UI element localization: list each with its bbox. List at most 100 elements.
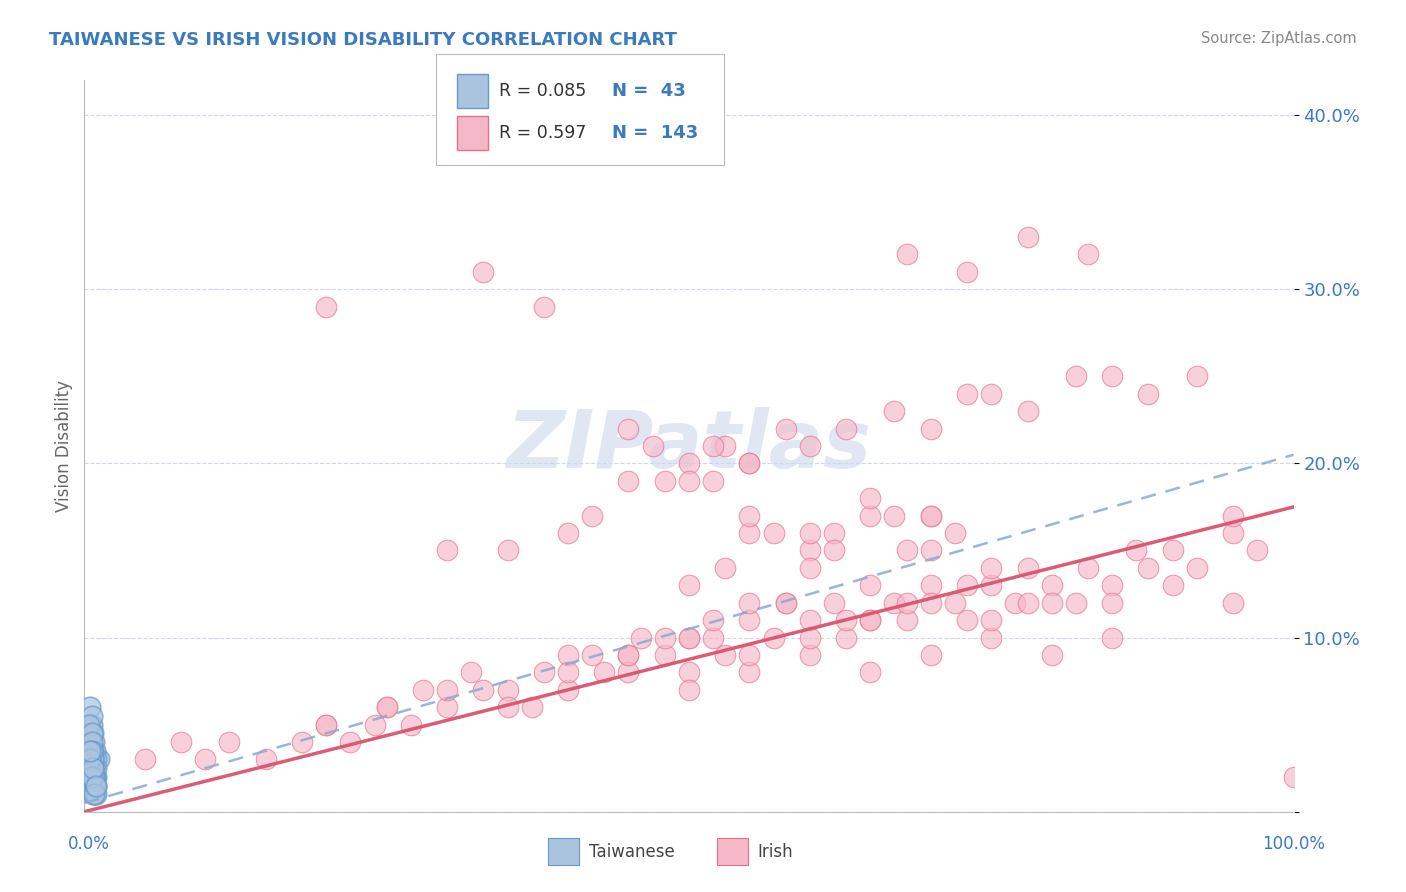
Point xyxy=(859,491,882,506)
Point xyxy=(1125,543,1147,558)
Point xyxy=(738,457,761,471)
Point xyxy=(980,631,1002,645)
Point xyxy=(79,735,101,749)
Point xyxy=(714,648,737,662)
Point xyxy=(920,578,942,592)
Point xyxy=(399,717,422,731)
Point xyxy=(84,744,107,758)
Point xyxy=(1064,369,1087,384)
Point xyxy=(823,526,845,541)
Text: R = 0.085: R = 0.085 xyxy=(499,82,586,100)
Point xyxy=(557,526,579,541)
Point xyxy=(82,761,104,775)
Point xyxy=(654,474,676,488)
Point xyxy=(79,744,101,758)
Y-axis label: Vision Disability: Vision Disability xyxy=(55,380,73,512)
Point xyxy=(678,457,700,471)
Point xyxy=(1222,508,1244,523)
Point xyxy=(678,474,700,488)
Text: N =  43: N = 43 xyxy=(612,82,685,100)
Point xyxy=(218,735,240,749)
Point xyxy=(714,561,737,575)
Point xyxy=(980,386,1002,401)
Point xyxy=(83,770,105,784)
Point xyxy=(943,596,966,610)
Point xyxy=(799,613,821,627)
Point xyxy=(80,709,103,723)
Point xyxy=(799,526,821,541)
Point xyxy=(1077,561,1099,575)
Point xyxy=(460,665,482,680)
Point xyxy=(1077,247,1099,261)
Point xyxy=(520,700,543,714)
Text: 0.0%: 0.0% xyxy=(67,835,110,853)
Point xyxy=(82,744,104,758)
Point xyxy=(79,779,101,793)
Point xyxy=(1185,369,1208,384)
Point xyxy=(86,770,108,784)
Point xyxy=(82,752,104,766)
Text: 100.0%: 100.0% xyxy=(1263,835,1324,853)
Point xyxy=(496,543,519,558)
Point xyxy=(436,682,458,697)
Point xyxy=(533,665,555,680)
Point xyxy=(896,247,918,261)
Point xyxy=(775,421,797,435)
Point xyxy=(436,700,458,714)
Point xyxy=(79,779,101,793)
Point xyxy=(859,613,882,627)
Point xyxy=(80,735,103,749)
Point xyxy=(557,648,579,662)
Point xyxy=(83,779,105,793)
Point xyxy=(920,508,942,523)
Point xyxy=(291,735,314,749)
Point xyxy=(82,761,104,775)
Point xyxy=(1040,648,1063,662)
Point xyxy=(84,770,107,784)
Point xyxy=(315,717,337,731)
Point xyxy=(775,596,797,610)
Point xyxy=(896,596,918,610)
Point xyxy=(980,613,1002,627)
Text: ZIPatlas: ZIPatlas xyxy=(506,407,872,485)
Point xyxy=(956,386,979,401)
Point xyxy=(375,700,398,714)
Point xyxy=(1222,596,1244,610)
Point xyxy=(363,717,385,731)
Point xyxy=(1161,543,1184,558)
Point xyxy=(738,613,761,627)
Point xyxy=(799,648,821,662)
Point xyxy=(87,752,110,766)
Point xyxy=(472,265,495,279)
Point xyxy=(472,682,495,697)
Point xyxy=(762,631,785,645)
Point xyxy=(339,735,361,749)
Point xyxy=(83,787,105,801)
Point xyxy=(83,770,105,784)
Point xyxy=(835,613,858,627)
Point xyxy=(82,752,104,766)
Point xyxy=(80,726,103,740)
Point xyxy=(77,761,100,775)
Point xyxy=(1282,770,1305,784)
Point xyxy=(883,596,905,610)
Point xyxy=(678,631,700,645)
Point xyxy=(896,543,918,558)
Point xyxy=(1040,578,1063,592)
Point xyxy=(738,596,761,610)
Point xyxy=(738,508,761,523)
Point xyxy=(702,439,724,453)
Text: R = 0.597: R = 0.597 xyxy=(499,124,586,142)
Point xyxy=(859,578,882,592)
Point xyxy=(738,648,761,662)
Point xyxy=(84,787,107,801)
Point xyxy=(823,543,845,558)
Point xyxy=(557,665,579,680)
Point xyxy=(835,421,858,435)
Text: Source: ZipAtlas.com: Source: ZipAtlas.com xyxy=(1201,31,1357,46)
Point xyxy=(315,300,337,314)
Point xyxy=(678,578,700,592)
Point xyxy=(920,543,942,558)
Point xyxy=(1161,578,1184,592)
Point xyxy=(581,508,603,523)
